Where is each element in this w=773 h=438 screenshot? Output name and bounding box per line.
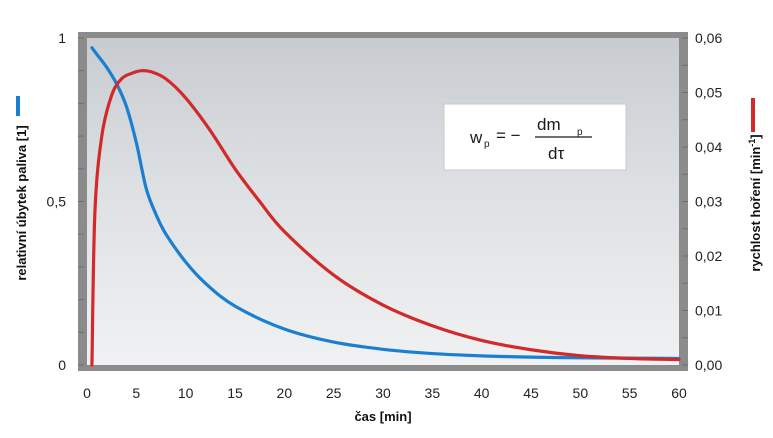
right-tick-label: 0,04 xyxy=(695,139,722,155)
right-axis-tick-marks xyxy=(682,37,688,366)
left-axis-legend-marker xyxy=(16,96,20,116)
x-tick-label: 30 xyxy=(375,385,391,401)
formula-lhs-subscript: p xyxy=(484,139,490,150)
x-tick-label: 35 xyxy=(425,385,441,401)
right-axis-tick-labels: 0,00 0,01 0,02 0,03 0,04 0,05 0,06 xyxy=(695,30,722,373)
formula-equals-minus: = − xyxy=(496,126,521,145)
right-axis-title: rychlost hoření [min-1] xyxy=(747,134,763,271)
formula-denominator: dτ xyxy=(548,144,564,163)
x-tick-label: 60 xyxy=(671,385,687,401)
right-tick-label: 0,06 xyxy=(695,30,722,46)
formula-numerator: dm xyxy=(537,115,561,134)
right-tick-label: 0,01 xyxy=(695,303,722,319)
series-line-burning-rate xyxy=(90,68,681,367)
left-axis-title: relativní úbytek paliva [1] xyxy=(14,125,29,280)
left-tick-label: 1 xyxy=(58,30,66,46)
x-axis-title: čas [min] xyxy=(354,409,411,424)
formula-lhs: w xyxy=(469,128,483,147)
x-tick-label: 55 xyxy=(622,385,638,401)
x-tick-label: 50 xyxy=(573,385,589,401)
left-tick-label: 0,5 xyxy=(47,194,67,210)
x-tick-label: 5 xyxy=(132,385,140,401)
right-axis-legend-marker xyxy=(751,98,755,132)
x-tick-label: 20 xyxy=(277,385,293,401)
x-tick-label: 15 xyxy=(227,385,243,401)
left-axis-tick-labels: 00,51 xyxy=(47,30,67,373)
formula-numerator-subscript: p xyxy=(577,127,583,138)
x-tick-label: 45 xyxy=(523,385,539,401)
plot-area xyxy=(87,38,679,365)
right-tick-label: 0,05 xyxy=(695,85,722,101)
right-tick-label: 0,03 xyxy=(695,194,722,210)
formula-box: w p = − dm p dτ xyxy=(443,103,627,171)
right-tick-label: 0,02 xyxy=(695,248,722,264)
x-tick-label: 10 xyxy=(178,385,194,401)
x-tick-label: 25 xyxy=(326,385,342,401)
x-axis-tick-labels: 0 5 10 15 20 25 30 35 40 45 50 55 60 xyxy=(83,385,687,401)
left-axis-tick-marks xyxy=(78,37,84,366)
x-tick-label: 0 xyxy=(83,385,91,401)
series-line-relative-fuel-loss xyxy=(90,46,681,361)
left-tick-label: 0 xyxy=(58,357,66,373)
right-tick-label: 0,00 xyxy=(695,357,722,373)
x-tick-label: 40 xyxy=(474,385,490,401)
